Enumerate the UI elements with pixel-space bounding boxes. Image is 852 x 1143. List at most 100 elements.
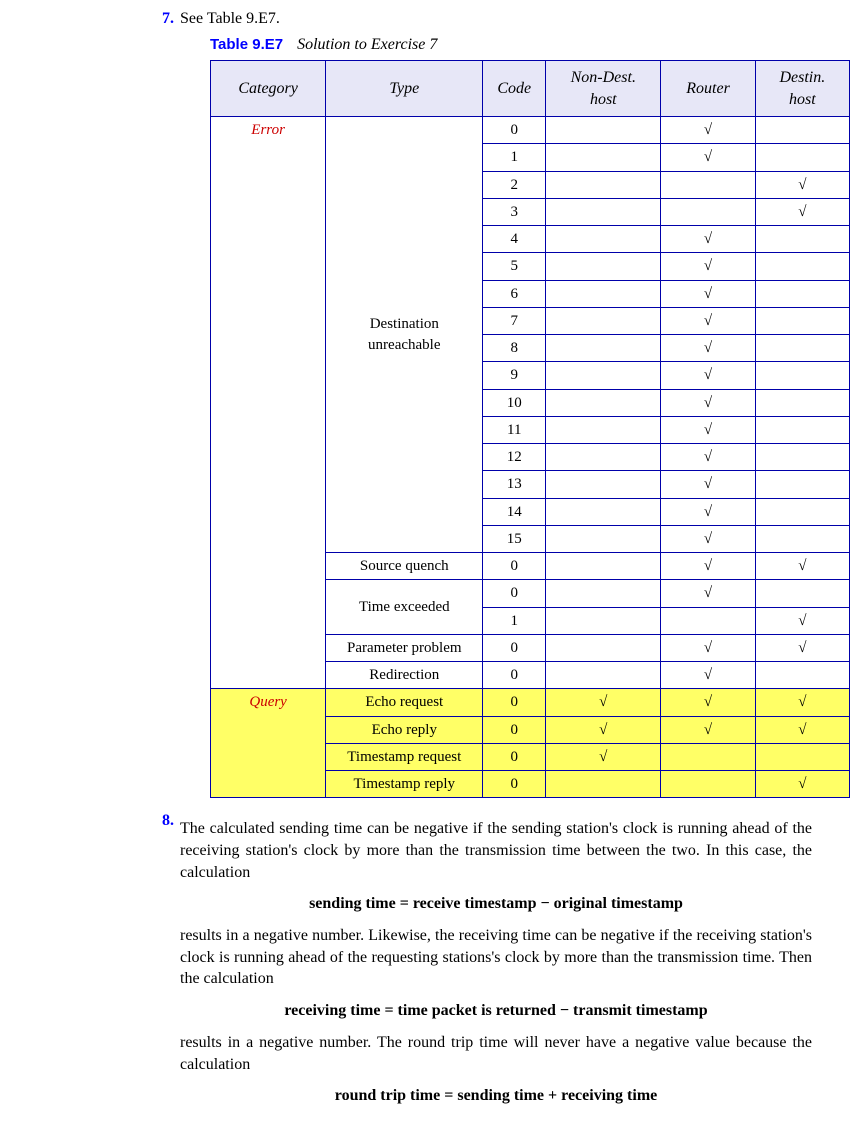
router-cell: √ <box>661 498 755 525</box>
code-cell: 0 <box>483 743 546 770</box>
dest-cell <box>755 307 849 334</box>
col-router: Router <box>661 61 755 117</box>
dest-cell <box>755 525 849 552</box>
nd-cell <box>546 662 661 689</box>
router-cell <box>661 198 755 225</box>
code-cell: 2 <box>483 171 546 198</box>
code-cell: 0 <box>483 662 546 689</box>
solution-table: Category Type Code Non-Dest.host Router … <box>210 60 850 798</box>
router-cell: √ <box>661 553 755 580</box>
dest-cell <box>755 471 849 498</box>
nd-cell <box>546 335 661 362</box>
code-cell: 0 <box>483 716 546 743</box>
table-caption-text: Solution to Exercise 7 <box>297 36 437 53</box>
dest-cell <box>755 144 849 171</box>
type-cell: Echo request <box>326 689 483 716</box>
code-cell: 0 <box>483 117 546 144</box>
code-cell: 14 <box>483 498 546 525</box>
dest-cell: √ <box>755 716 849 743</box>
formula: sending time = receive timestamp − origi… <box>180 895 812 913</box>
dest-cell <box>755 117 849 144</box>
nd-cell <box>546 389 661 416</box>
router-cell: √ <box>661 280 755 307</box>
table-caption-label: Table 9.E7 <box>210 36 283 53</box>
dest-cell <box>755 580 849 607</box>
code-cell: 0 <box>483 580 546 607</box>
router-cell: √ <box>661 144 755 171</box>
router-cell: √ <box>661 471 755 498</box>
dest-cell <box>755 498 849 525</box>
para: results in a negative number. The round … <box>180 1032 812 1075</box>
dest-cell <box>755 226 849 253</box>
nd-cell <box>546 525 661 552</box>
dest-cell <box>755 743 849 770</box>
dest-cell <box>755 335 849 362</box>
type-cell: Source quench <box>326 553 483 580</box>
col-type: Type <box>326 61 483 117</box>
nd-cell <box>546 144 661 171</box>
nd-cell <box>546 498 661 525</box>
nd-cell <box>546 771 661 798</box>
nd-cell <box>546 444 661 471</box>
nd-cell: √ <box>546 689 661 716</box>
router-cell: √ <box>661 634 755 661</box>
router-cell: √ <box>661 389 755 416</box>
nd-cell <box>546 362 661 389</box>
nd-cell <box>546 553 661 580</box>
nd-cell <box>546 580 661 607</box>
code-cell: 0 <box>483 634 546 661</box>
nd-cell <box>546 280 661 307</box>
formula: receiving time = time packet is returned… <box>180 1002 812 1020</box>
nd-cell <box>546 307 661 334</box>
code-cell: 7 <box>483 307 546 334</box>
page: 7. See Table 9.E7. Table 9.E7 Solution t… <box>0 0 852 1143</box>
code-cell: 4 <box>483 226 546 253</box>
dest-cell <box>755 253 849 280</box>
nd-cell <box>546 117 661 144</box>
router-cell <box>661 607 755 634</box>
router-cell <box>661 743 755 770</box>
router-cell: √ <box>661 662 755 689</box>
code-cell: 8 <box>483 335 546 362</box>
dest-cell <box>755 416 849 443</box>
code-cell: 12 <box>483 444 546 471</box>
router-cell: √ <box>661 226 755 253</box>
dest-cell: √ <box>755 689 849 716</box>
nd-cell <box>546 607 661 634</box>
code-cell: 11 <box>483 416 546 443</box>
code-cell: 10 <box>483 389 546 416</box>
list-item-7: 7. See Table 9.E7. Table 9.E7 Solution t… <box>150 10 812 798</box>
dest-cell: √ <box>755 607 849 634</box>
table-head: Category Type Code Non-Dest.host Router … <box>211 61 850 117</box>
item-number: 7. <box>150 10 180 798</box>
dest-cell: √ <box>755 553 849 580</box>
nd-cell: √ <box>546 716 661 743</box>
table-body: Error Destinationunreachable 0 √ 1 √ <box>211 117 850 798</box>
router-cell: √ <box>661 444 755 471</box>
table-row: Query Echo request 0 √ √ √ <box>211 689 850 716</box>
router-cell: √ <box>661 253 755 280</box>
router-cell <box>661 771 755 798</box>
nd-cell <box>546 198 661 225</box>
type-cell: Time exceeded <box>326 580 483 635</box>
router-cell: √ <box>661 335 755 362</box>
code-cell: 5 <box>483 253 546 280</box>
item-body: See Table 9.E7. Table 9.E7 Solution to E… <box>180 10 850 798</box>
code-cell: 6 <box>483 280 546 307</box>
col-dest: Destin.host <box>755 61 849 117</box>
list-item-8: 8. The calculated sending time can be ne… <box>150 812 812 1117</box>
formula: round trip time = sending time + receivi… <box>180 1087 812 1105</box>
table-caption: Table 9.E7 Solution to Exercise 7 <box>210 36 850 54</box>
dest-cell: √ <box>755 771 849 798</box>
nd-cell <box>546 253 661 280</box>
nd-cell: √ <box>546 743 661 770</box>
type-label: Destinationunreachable <box>330 314 478 355</box>
nd-cell <box>546 634 661 661</box>
code-cell: 0 <box>483 689 546 716</box>
router-cell: √ <box>661 307 755 334</box>
code-cell: 0 <box>483 553 546 580</box>
type-cell: Timestamp reply <box>326 771 483 798</box>
router-cell: √ <box>661 689 755 716</box>
para: The calculated sending time can be negat… <box>180 818 812 883</box>
item-number: 8. <box>150 812 180 1117</box>
